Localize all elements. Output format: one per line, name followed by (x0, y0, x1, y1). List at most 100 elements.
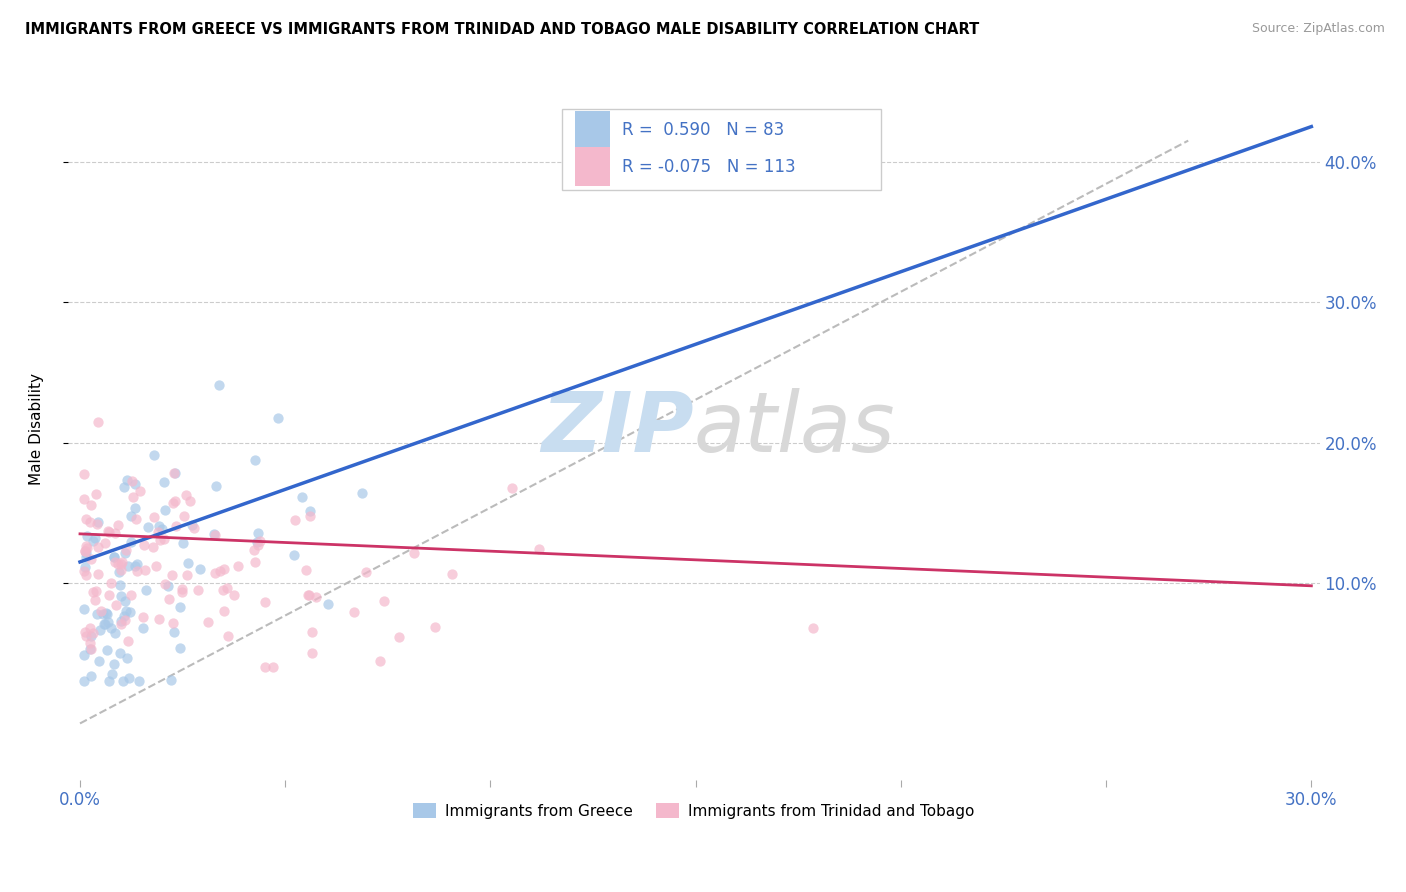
Point (73, 624, 96, 639)
Point (89, 623, 111, 637)
Text: atlas: atlas (693, 388, 896, 469)
Point (86, 517, 108, 532)
Text: ZIP: ZIP (541, 388, 693, 469)
Point (94, 536, 117, 550)
Point (79, 636, 101, 650)
Point (73, 559, 96, 574)
Point (157, 592, 180, 607)
Point (103, 657, 125, 671)
Point (100, 621, 122, 635)
Point (354, 565, 377, 579)
Point (105, 598, 128, 612)
Point (129, 484, 152, 499)
Point (204, 566, 226, 580)
Point (79, 621, 101, 635)
Point (79, 642, 101, 657)
Point (127, 558, 149, 572)
Point (150, 522, 173, 536)
Point (529, 542, 551, 557)
Point (173, 508, 195, 523)
Point (170, 584, 193, 599)
Legend: Immigrants from Greece, Immigrants from Trinidad and Tobago: Immigrants from Greece, Immigrants from … (406, 797, 980, 824)
Point (209, 564, 232, 578)
Point (75, 567, 97, 582)
Point (82, 534, 104, 549)
Point (152, 533, 174, 547)
Point (108, 565, 131, 579)
Point (87, 540, 110, 554)
Point (84, 487, 107, 501)
Point (305, 590, 328, 604)
Point (104, 525, 127, 540)
Point (120, 509, 142, 524)
Point (73, 602, 96, 616)
Point (245, 555, 267, 569)
Point (75, 550, 97, 565)
Point (103, 549, 125, 564)
Point (283, 548, 305, 562)
Point (104, 626, 127, 640)
Point (79, 515, 101, 529)
Point (107, 557, 129, 571)
Point (179, 493, 201, 508)
Point (298, 588, 321, 602)
Point (153, 502, 176, 516)
Point (114, 594, 136, 608)
Point (163, 624, 186, 639)
Point (316, 597, 339, 611)
Point (97, 588, 120, 602)
Point (132, 538, 155, 552)
Point (205, 479, 228, 493)
Point (84, 584, 107, 599)
Point (76, 529, 98, 543)
Point (73, 543, 96, 558)
Point (254, 660, 277, 674)
Point (75, 546, 97, 560)
Point (183, 521, 205, 535)
Point (187, 582, 209, 597)
Point (108, 646, 131, 660)
Point (107, 518, 129, 533)
Point (76, 541, 98, 555)
Point (114, 613, 136, 627)
Point (114, 609, 136, 624)
Point (142, 510, 165, 524)
Point (93, 616, 115, 631)
Point (115, 604, 138, 618)
Point (298, 504, 321, 518)
Point (100, 576, 122, 591)
Point (297, 588, 319, 602)
Point (501, 481, 523, 495)
Point (110, 614, 132, 628)
Point (217, 629, 239, 643)
Point (134, 563, 156, 577)
Point (110, 558, 132, 572)
Point (103, 549, 125, 564)
Point (124, 559, 146, 574)
Point (111, 674, 134, 689)
Point (117, 633, 139, 648)
Point (120, 535, 142, 549)
Point (128, 674, 150, 689)
Point (79, 629, 101, 643)
Point (132, 621, 155, 635)
Bar (575, 147, 610, 186)
Point (163, 466, 186, 480)
Point (246, 538, 269, 552)
Point (120, 588, 142, 602)
Point (108, 578, 131, 592)
Point (162, 467, 184, 481)
Point (204, 527, 226, 541)
Point (212, 583, 235, 598)
Point (80, 642, 103, 657)
Point (73, 544, 96, 558)
Point (148, 612, 170, 626)
Point (117, 558, 139, 573)
Point (169, 599, 191, 614)
Point (226, 558, 249, 573)
Point (97, 615, 120, 629)
Point (75, 629, 97, 643)
Point (253, 594, 276, 608)
Point (87, 567, 110, 582)
Text: IMMIGRANTS FROM GREECE VS IMMIGRANTS FROM TRINIDAD AND TOBAGO MALE DISABILITY CO: IMMIGRANTS FROM GREECE VS IMMIGRANTS FRO… (25, 22, 980, 37)
